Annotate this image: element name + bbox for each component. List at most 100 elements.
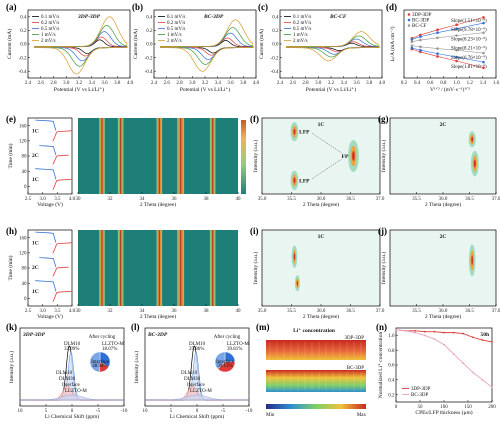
data-point bbox=[410, 44, 414, 47]
x-tick-label: 35.5 bbox=[412, 197, 421, 202]
x-tick-label: 36.0 bbox=[439, 309, 448, 314]
y-tick-label: -0.4 bbox=[271, 70, 279, 75]
rate-label: 1C bbox=[32, 129, 39, 135]
legend-label: 0.5 mV/s bbox=[167, 27, 185, 32]
x-axis-label: Voltage (V) bbox=[37, 201, 63, 208]
data-point bbox=[414, 329, 417, 332]
data-point bbox=[436, 31, 439, 34]
heatmap-e2: 30 32 34 36 38 40 2 Theta (degree) bbox=[76, 118, 241, 208]
x-tick-label: 35.5 bbox=[287, 197, 296, 202]
x-tick-label: 150 bbox=[464, 405, 472, 410]
x-tick-label: 3.6 bbox=[101, 81, 108, 86]
rate-label: 2C bbox=[32, 265, 39, 271]
x-tick-label: 3.0 bbox=[40, 309, 47, 314]
data-point bbox=[423, 330, 426, 333]
x-tick-label: 3.4 bbox=[215, 81, 222, 86]
heatmap-background bbox=[390, 230, 496, 306]
x-tick-label: 4.0 bbox=[69, 197, 76, 202]
y-axis-label: Normalized Li⁺ concentration bbox=[378, 332, 384, 399]
data-point bbox=[482, 16, 485, 19]
x-tick-label: 3.6 bbox=[353, 81, 360, 86]
x-axis-label: 2 Theta (degree) bbox=[425, 313, 461, 320]
rate-label: 1C bbox=[32, 289, 39, 295]
pie-label: LLZTO-M bbox=[227, 342, 249, 347]
data-point bbox=[482, 66, 485, 70]
concentration-map-3dp bbox=[266, 340, 366, 360]
x-tick-label: 3.5 bbox=[54, 197, 61, 202]
y-axis-label: Time (min) bbox=[7, 143, 14, 168]
x-tick-label: 3.5 bbox=[54, 309, 61, 314]
data-point bbox=[443, 343, 445, 346]
colorbar-max-label: Max bbox=[357, 413, 367, 418]
legend-label: 2 mV/s bbox=[293, 39, 308, 44]
diffraction-band-core bbox=[180, 118, 182, 194]
x-tick-label: 3.2 bbox=[202, 81, 209, 86]
legend-label: 1 mV/s bbox=[293, 33, 308, 38]
y-tick-label: 120 bbox=[19, 140, 27, 145]
time-tag: 50h bbox=[480, 332, 489, 338]
y-tick-label: -0.2 bbox=[271, 56, 279, 61]
data-point bbox=[455, 34, 458, 37]
x-tick-label: 2.4 bbox=[151, 81, 158, 86]
x-tick-label: 50 bbox=[418, 405, 424, 410]
panel-title: 2C bbox=[440, 122, 447, 128]
x-tick-label: 3.2 bbox=[328, 81, 335, 86]
x-tick-label: 36.5 bbox=[346, 197, 355, 202]
pie-title: After cycling bbox=[89, 335, 116, 340]
heatmap-h2: 30 32 34 36 38 40 2 Theta (degree) bbox=[76, 230, 241, 320]
colorbar-min-label: Min bbox=[266, 413, 275, 418]
diffraction-band-core bbox=[180, 230, 182, 306]
heatmap-background bbox=[390, 118, 496, 194]
x-tick-label: 3.0 bbox=[315, 81, 322, 86]
y-tick-label: 0.8 bbox=[388, 349, 395, 354]
legend-label: 0.1 mV/s bbox=[293, 15, 311, 20]
data-point bbox=[414, 331, 417, 334]
x-tick-label: 2.4 bbox=[25, 81, 32, 86]
peak-label: DLM30 bbox=[59, 377, 76, 382]
rate-label: 1C bbox=[32, 177, 39, 183]
phase-label-fp: FP bbox=[342, 154, 349, 160]
slope-annotation: Slope(8.21×10⁻⁹) bbox=[451, 46, 487, 52]
legend-label: 0.1 mV/s bbox=[167, 15, 185, 20]
diffraction-band-core bbox=[212, 230, 214, 306]
panel-h: (h) 1C 2C 1C 2.5 3.0 3.5 4.0 0 40 80 120 160 Voltage … bbox=[6, 226, 76, 320]
x-tick-label: 32 bbox=[108, 309, 114, 314]
data-point bbox=[452, 353, 455, 355]
nmr-fit-interface bbox=[145, 394, 249, 401]
x-tick-label: 0.4 bbox=[414, 81, 421, 86]
x-tick-label: 3.4 bbox=[341, 81, 348, 86]
panel-e: (e) 1C 2C 1C 2.5 3.0 3.5 4.0 0 40 80 120 160 Voltage … bbox=[6, 114, 76, 208]
panel-c: (c) 0.1 mV/s0.2 mV/s0.5 mV/s1 mV/s2 mV/s B… bbox=[258, 2, 386, 93]
x-tick-label: 5 bbox=[170, 409, 173, 414]
panel-k: (k)3DP-3DPDLM10DLM30InterfaceLLZTO-MAfte… bbox=[6, 322, 128, 420]
panel-title: 1C bbox=[318, 122, 325, 128]
x-tick-label: 36.0 bbox=[439, 197, 448, 202]
pie-label: DLM10 bbox=[64, 342, 81, 347]
y-tick-label: 0.0 bbox=[146, 43, 153, 48]
x-tick-label: 3.2 bbox=[76, 81, 83, 86]
data-point bbox=[419, 38, 422, 42]
x-tick-label: 3.0 bbox=[63, 81, 70, 86]
pie-slice bbox=[89, 351, 101, 373]
y-axis-label: Intensity (a.u.) bbox=[252, 140, 259, 172]
plot-frame bbox=[403, 9, 497, 79]
panel-f: (f) 1C 35.0 35.5 36.0 36.5 37.0 2 Theta (degree… bbox=[250, 114, 385, 208]
y-axis-label: Current (mA) bbox=[132, 29, 139, 59]
x-tick-label: 37.0 bbox=[376, 309, 385, 314]
panel-title: 2C bbox=[440, 234, 447, 240]
y-tick-label: 1.0 bbox=[388, 334, 395, 339]
data-point bbox=[471, 336, 474, 339]
diffraction-band-core bbox=[120, 118, 122, 194]
x-axis-label: CPEs/LFP thickness (μm) bbox=[415, 409, 472, 416]
slope-annotation: Slope(6.76×10⁻⁹) bbox=[451, 55, 487, 61]
intensity-core bbox=[471, 136, 474, 142]
x-tick-label: 37.0 bbox=[492, 197, 500, 202]
panel-title: 1C bbox=[318, 234, 325, 240]
x-tick-label: 2.6 bbox=[38, 81, 45, 86]
phase-label-lfp: LFP bbox=[299, 178, 310, 184]
diffraction-band-core bbox=[101, 230, 103, 306]
pie-title: After cycling bbox=[214, 335, 241, 340]
data-point bbox=[433, 330, 436, 333]
x-tick-label: 0 bbox=[71, 409, 74, 414]
